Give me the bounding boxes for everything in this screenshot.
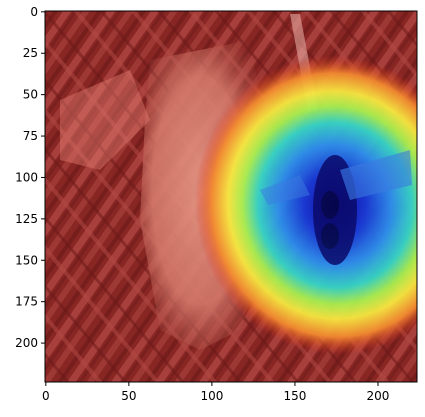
y-tick-label: 150: [15, 253, 38, 267]
insect: [260, 150, 412, 265]
y-tick-label: 125: [15, 212, 38, 226]
axes-frame: [44, 10, 418, 383]
x-tick-label: 200: [367, 389, 390, 403]
y-axis: 0 25 50 75 100 125 150 175 200: [15, 5, 45, 350]
y-tick-label: 0: [30, 5, 38, 19]
x-tick-label: 50: [121, 389, 136, 403]
y-tick-label: 200: [15, 336, 38, 350]
y-tick-label: 50: [23, 88, 38, 102]
x-axis: 0 50 100 150 200: [42, 382, 389, 403]
x-tick-label: 0: [42, 389, 50, 403]
y-tick-label: 75: [23, 129, 38, 143]
x-tick-label: 100: [200, 389, 223, 403]
y-tick-label: 175: [15, 295, 38, 309]
x-tick-label: 150: [283, 389, 306, 403]
y-tick-label: 100: [15, 170, 38, 184]
image-area: [45, 11, 417, 382]
y-tick-label: 25: [23, 46, 38, 60]
